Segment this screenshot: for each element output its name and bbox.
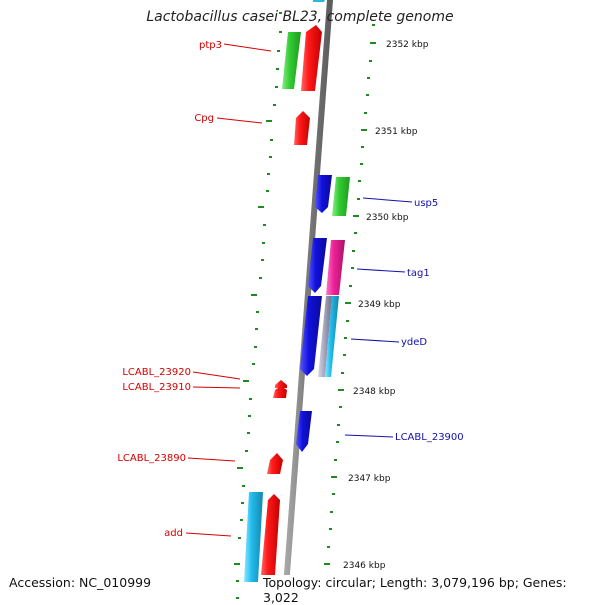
inner-tick-marks xyxy=(234,12,282,599)
feature-lcabl-23920-forward[interactable] xyxy=(275,380,287,388)
gene-label-lcabl-23910[interactable]: LCABL_23910 xyxy=(122,382,191,393)
ruler-label: 2348 kbp xyxy=(353,387,396,397)
feature-ptp3-forward[interactable] xyxy=(301,25,322,91)
feature-lcabl-23910-forward[interactable] xyxy=(273,386,287,398)
gene-label-cpg[interactable]: Cpg xyxy=(194,113,214,124)
left-gene-labels: ptp3 Cpg LCABL_23920 LCABL_23910 LCABL_2… xyxy=(117,40,222,539)
feature-lcabl-23890-forward[interactable] xyxy=(267,453,283,474)
gene-label-tag1[interactable]: tag1 xyxy=(407,268,430,279)
gene-label-lcabl-23890[interactable]: LCABL_23890 xyxy=(117,453,186,464)
feature-add-cog[interactable] xyxy=(244,492,263,582)
ruler-label: 2349 kbp xyxy=(358,300,401,310)
feature-lcabl-23900-reverse[interactable] xyxy=(296,411,312,452)
ruler-labels: 2352 kbp 2351 kbp 2350 kbp 2349 kbp 2348… xyxy=(343,40,429,571)
feature-cpg-forward[interactable] xyxy=(294,111,310,145)
feature-usp5-cog[interactable] xyxy=(332,177,350,216)
feature-top-partial[interactable] xyxy=(313,0,325,2)
ruler-label: 2346 kbp xyxy=(343,561,386,571)
gene-label-lcabl-23920[interactable]: LCABL_23920 xyxy=(122,367,191,378)
feature-ptp3-cog[interactable] xyxy=(282,32,301,89)
feature-ydeD-cog-cyan[interactable] xyxy=(325,296,339,377)
outer-tick-marks xyxy=(324,24,376,565)
ruler-label: 2347 kbp xyxy=(348,474,391,484)
gene-label-ydeD[interactable]: ydeD xyxy=(401,337,427,348)
ruler-label: 2350 kbp xyxy=(366,213,409,223)
gene-label-ptp3[interactable]: ptp3 xyxy=(199,40,222,51)
right-callout-lines xyxy=(344,197,413,438)
gene-label-add[interactable]: add xyxy=(164,528,183,539)
genome-summary-text: Topology: circular; Length: 3,079,196 bp… xyxy=(263,575,600,605)
feature-tag1-reverse[interactable] xyxy=(308,238,327,293)
ruler-label: 2352 kbp xyxy=(386,40,429,50)
ruler-label: 2351 kbp xyxy=(375,127,418,137)
genome-backbone xyxy=(282,0,333,600)
gene-features xyxy=(244,0,350,582)
feature-add-forward[interactable] xyxy=(261,494,280,575)
genome-title: Lactobacillus casei BL23, complete genom… xyxy=(146,9,454,25)
feature-tag1-cog[interactable] xyxy=(326,240,345,295)
feature-usp5-reverse[interactable] xyxy=(315,175,332,213)
feature-ydeD-cog-grey[interactable] xyxy=(318,296,332,377)
feature-ydeD-reverse[interactable] xyxy=(300,296,322,376)
gene-label-usp5[interactable]: usp5 xyxy=(414,198,438,209)
right-gene-labels: usp5 tag1 ydeD LCABL_23900 xyxy=(395,198,464,443)
gene-label-lcabl-23900[interactable]: LCABL_23900 xyxy=(395,432,464,443)
left-callout-lines xyxy=(185,43,272,537)
accession-text: Accession: NC_010999 xyxy=(9,575,152,590)
